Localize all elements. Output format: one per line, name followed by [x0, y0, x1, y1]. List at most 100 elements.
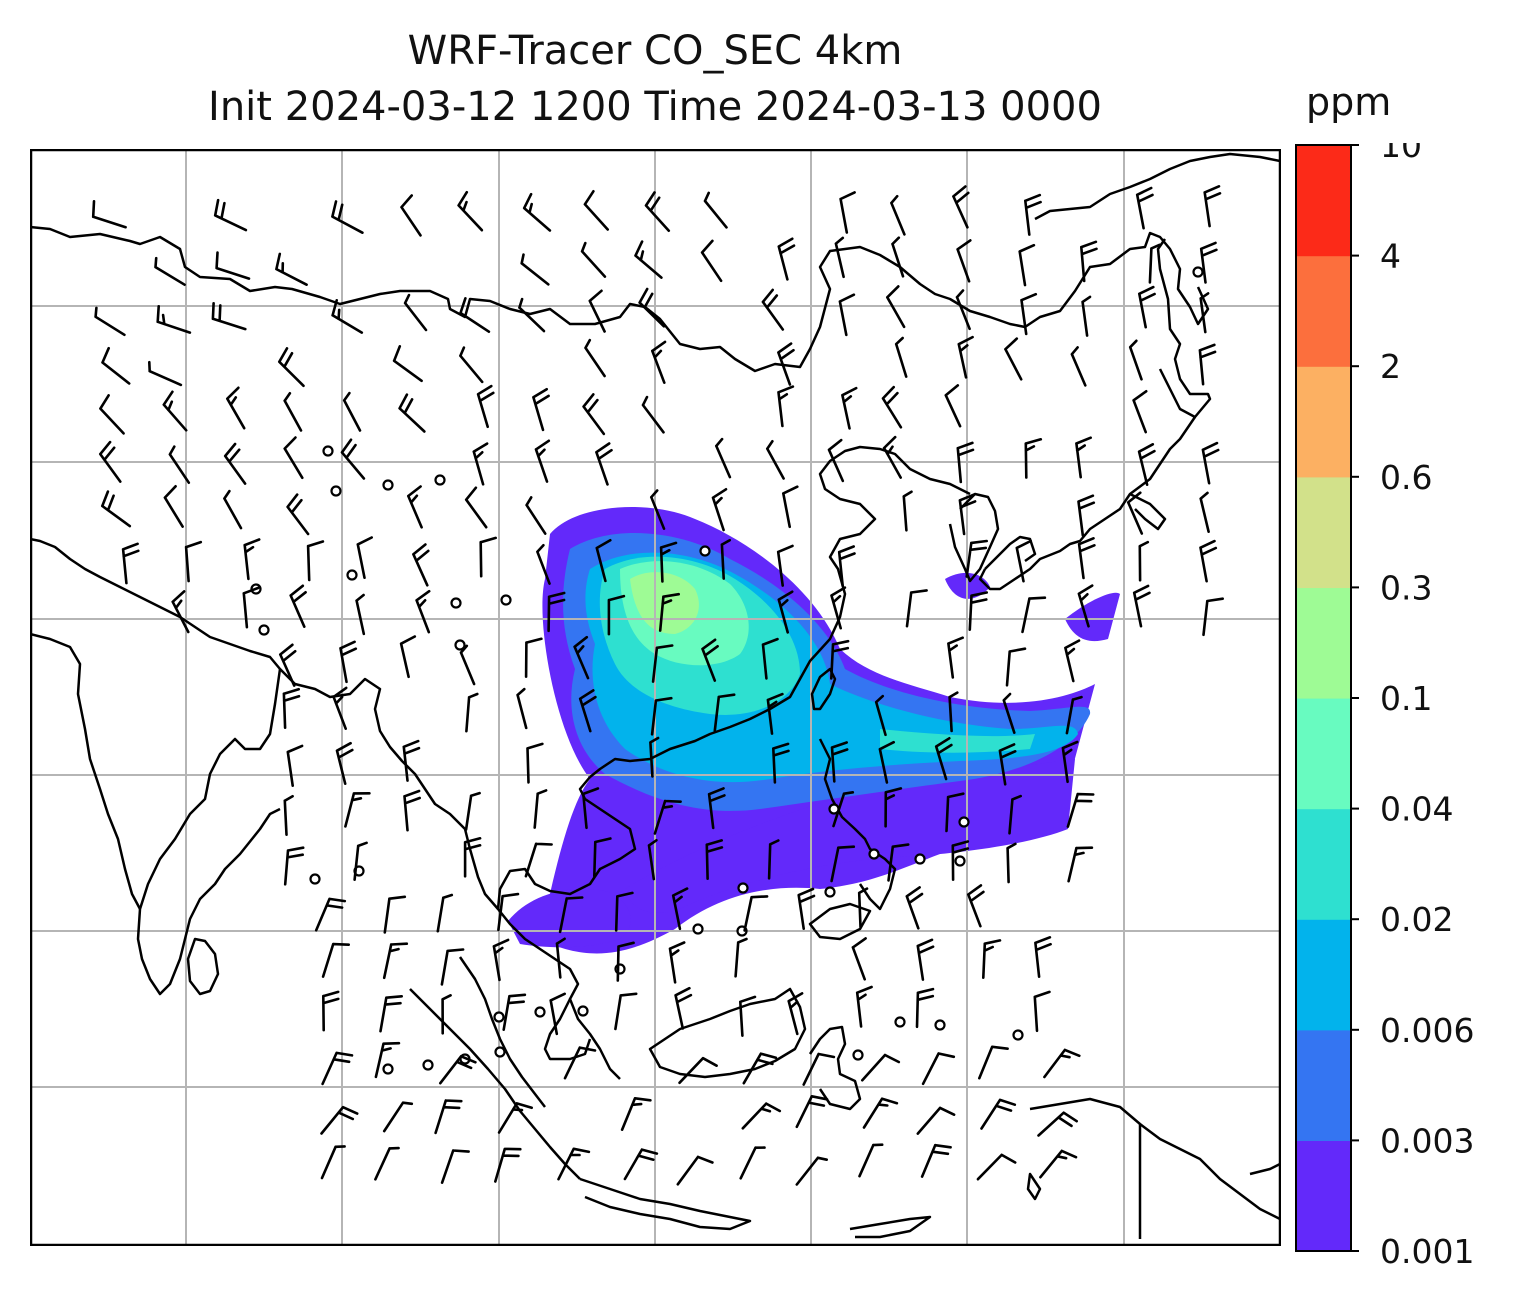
- wind-barb: [967, 884, 985, 928]
- wind-barb: [998, 743, 1017, 786]
- wind-barb: [834, 236, 845, 279]
- wind-barb: [1126, 491, 1144, 535]
- wind-barb: [739, 1146, 766, 1180]
- wind-barb: [607, 594, 626, 636]
- wind-barb: [479, 536, 497, 578]
- wind-calm-marker: [534, 1006, 546, 1018]
- wind-barb: [588, 289, 606, 333]
- wind-calm-marker: [322, 445, 334, 457]
- wind-barb: [533, 789, 548, 829]
- wind-barb: [502, 993, 527, 1031]
- wind-barb: [379, 995, 403, 1033]
- wind-barb: [968, 591, 988, 631]
- wind-barb: [314, 897, 347, 932]
- wind-barb: [286, 493, 310, 536]
- wind-barb: [678, 1056, 718, 1085]
- wind-barb: [777, 237, 796, 281]
- wind-barb: [777, 385, 795, 428]
- chart-title-line2: Init 2024-03-12 1200 Time 2024-03-13 000…: [208, 84, 1102, 130]
- coast-japan: [978, 416, 1197, 591]
- wind-barb: [162, 390, 188, 432]
- coast-taiwan: [810, 667, 837, 711]
- wind-barb: [1080, 240, 1098, 283]
- wind-barb: [705, 839, 724, 880]
- coast-indochina-east: [496, 776, 637, 1080]
- wind-barb: [777, 342, 795, 386]
- wind-barb: [1015, 539, 1032, 583]
- wind-barb: [795, 1095, 829, 1129]
- wind-barb: [957, 335, 974, 379]
- wind-barb: [275, 252, 308, 286]
- colorbar-segment: [1296, 366, 1351, 478]
- coast-china-east: [589, 445, 971, 778]
- colorbar-segment: [1296, 1140, 1351, 1252]
- plume-band-edge: [625, 759, 1075, 913]
- wind-barb: [168, 445, 191, 484]
- wind-barb: [894, 336, 908, 378]
- colorbar-segment: [1296, 145, 1351, 257]
- wind-barb: [881, 385, 903, 429]
- wind-barb: [855, 985, 873, 1028]
- wind-barb: [383, 895, 407, 934]
- tracer-plume: [508, 507, 1120, 954]
- wind-barb: [839, 191, 856, 234]
- wind-barb: [459, 644, 476, 686]
- wind-barb: [223, 442, 247, 485]
- wind-barb: [641, 395, 665, 434]
- wind-barb: [707, 787, 726, 830]
- wind-barb: [1037, 1111, 1078, 1137]
- wind-barb: [282, 687, 301, 729]
- wind-barb: [439, 1055, 477, 1085]
- wind-barb: [403, 293, 428, 332]
- wind-barb: [242, 586, 260, 629]
- coast-north-mainland: [30, 225, 1210, 373]
- wind-barb: [465, 692, 479, 733]
- wind-barb: [1024, 438, 1043, 479]
- coast-korea: [948, 492, 1000, 583]
- wind-barb: [1135, 186, 1154, 230]
- wind-barb: [497, 1102, 533, 1134]
- wind-barb: [434, 1099, 463, 1135]
- wind-barb: [524, 637, 543, 678]
- wind-barb: [851, 937, 867, 981]
- wind-barb: [980, 1098, 1017, 1130]
- wind-barb: [549, 992, 566, 1036]
- wind-barb: [841, 386, 858, 430]
- wind-barb: [1081, 295, 1092, 337]
- wind-barb: [522, 192, 552, 232]
- wind-barb: [392, 345, 423, 383]
- wind-barb: [382, 1101, 414, 1133]
- wind-barb: [415, 589, 431, 634]
- wind-barb: [171, 590, 190, 634]
- wind-barb: [283, 795, 294, 836]
- wind-calm-marker: [434, 474, 446, 486]
- wind-barb: [658, 592, 680, 632]
- coast-sakhalin: [1156, 238, 1212, 419]
- wind-barb: [782, 485, 799, 529]
- wind-barb: [1004, 337, 1023, 381]
- coastlines: [30, 152, 1281, 1239]
- wind-barb: [1202, 597, 1224, 637]
- wind-calm-marker: [346, 569, 358, 581]
- colorbar-tick-label: 0.04: [1380, 790, 1453, 829]
- wind-barb: [858, 1143, 884, 1178]
- wind-barb: [830, 639, 850, 680]
- coast-island: [1026, 1172, 1042, 1201]
- wind-barb: [322, 990, 340, 1032]
- wind-barb: [472, 442, 489, 486]
- wind-barb: [653, 799, 682, 835]
- colorbar-tick-label: 0.003: [1380, 1121, 1474, 1160]
- wind-barb: [99, 440, 122, 483]
- wind-barb: [595, 539, 612, 583]
- colorbar-tick-label: 0.001: [1380, 1232, 1474, 1271]
- wind-barb: [457, 190, 484, 232]
- wind-barb: [948, 691, 959, 733]
- wind-barb: [1199, 241, 1218, 284]
- wind-barb: [558, 896, 584, 934]
- wind-barb: [524, 842, 553, 878]
- wind-barb: [1128, 339, 1143, 381]
- wind-barb: [593, 837, 612, 878]
- colorbar-units: ppm: [1306, 80, 1392, 124]
- wind-barb: [101, 346, 131, 385]
- wind-barb: [91, 200, 127, 229]
